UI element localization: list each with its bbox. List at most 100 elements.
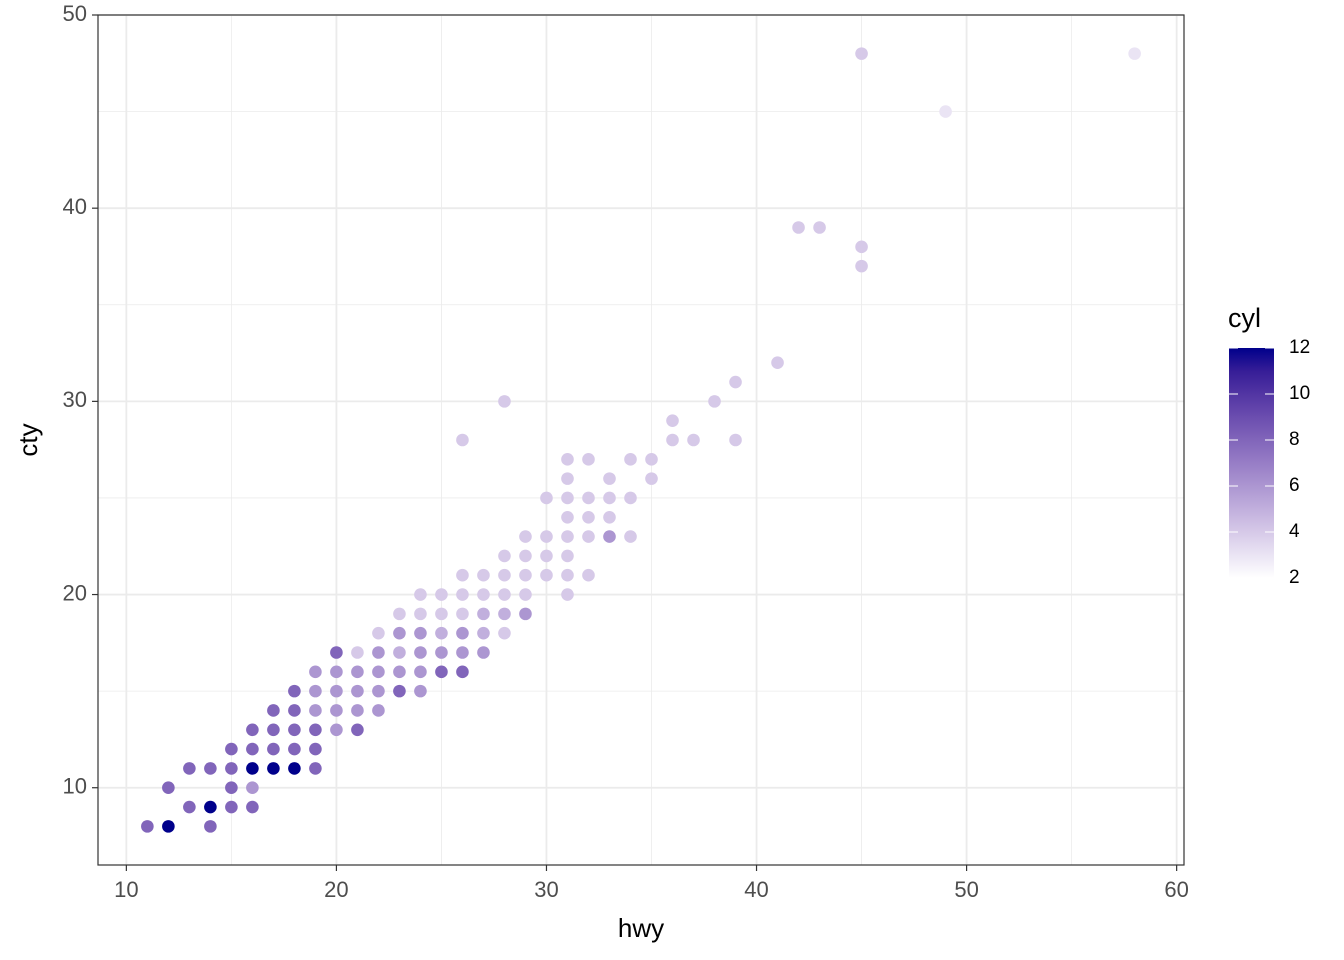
point (561, 530, 574, 543)
point (477, 646, 490, 659)
point (498, 568, 511, 582)
legend-label: 4 (1289, 521, 1300, 542)
point (645, 453, 658, 466)
point (351, 665, 364, 679)
point (456, 626, 469, 640)
point (498, 626, 511, 640)
colorbar (1229, 348, 1274, 578)
point (351, 684, 364, 698)
y-tick-label: 20 (63, 580, 87, 605)
point (1128, 47, 1141, 60)
legend-label: 2 (1289, 567, 1300, 588)
x-tick-label: 40 (744, 877, 768, 902)
point (855, 47, 868, 60)
point (246, 781, 259, 795)
y-tick-label: 10 (63, 774, 87, 799)
point (855, 259, 868, 273)
point (435, 588, 448, 601)
point (246, 762, 259, 775)
point (414, 607, 427, 621)
point (225, 781, 238, 795)
point (435, 646, 448, 659)
point (540, 491, 553, 505)
point (267, 723, 280, 737)
point (813, 221, 826, 234)
point (582, 510, 595, 524)
point (225, 742, 238, 756)
point (183, 762, 196, 775)
point (267, 762, 280, 775)
point (372, 684, 385, 698)
point (309, 684, 322, 698)
point (288, 742, 301, 756)
point (225, 800, 238, 814)
point (624, 453, 637, 466)
point (435, 626, 448, 640)
point (330, 646, 343, 659)
point (687, 433, 700, 447)
point (162, 820, 175, 833)
point (519, 530, 532, 543)
point (456, 568, 469, 582)
point (456, 588, 469, 601)
point (477, 588, 490, 601)
point (183, 800, 196, 814)
point (477, 607, 490, 621)
point (603, 472, 616, 485)
point (498, 588, 511, 601)
point (246, 723, 259, 737)
point (246, 800, 259, 814)
grid (98, 14, 1184, 865)
y-tick-label: 40 (63, 194, 87, 219)
point (666, 433, 679, 447)
point (519, 607, 532, 621)
point (330, 665, 343, 679)
point (288, 684, 301, 698)
point (225, 762, 238, 775)
point (435, 665, 448, 679)
point (309, 723, 322, 737)
x-tick-label: 50 (954, 877, 978, 902)
point (456, 607, 469, 621)
point (162, 781, 175, 795)
point (204, 762, 217, 775)
point (435, 607, 448, 621)
point (204, 820, 217, 833)
x-tick-label: 30 (534, 877, 558, 902)
point (309, 762, 322, 775)
point (246, 742, 259, 756)
point (561, 453, 574, 466)
point (414, 684, 427, 698)
point (330, 704, 343, 717)
point (372, 626, 385, 640)
point (603, 530, 616, 543)
y-axis-title: cty (13, 423, 43, 456)
point (792, 221, 805, 234)
legend-label: 8 (1289, 429, 1300, 450)
point (540, 530, 553, 543)
axes: 10 20 30 40 50 10 20 30 40 50 60 (63, 1, 1189, 902)
x-tick-label: 20 (324, 877, 348, 902)
point (414, 665, 427, 679)
point (498, 395, 511, 408)
point (582, 453, 595, 466)
point (519, 588, 532, 601)
point (372, 646, 385, 659)
point (624, 491, 637, 505)
point (561, 472, 574, 485)
point (771, 356, 784, 370)
point (309, 665, 322, 679)
point (204, 800, 217, 814)
legend-label: 12 (1289, 337, 1310, 358)
point (393, 626, 406, 640)
y-tick-label: 30 (63, 387, 87, 412)
x-tick-label: 10 (114, 877, 138, 902)
point (330, 684, 343, 698)
point (708, 395, 721, 408)
x-axis-title: hwy (618, 913, 664, 943)
point (393, 665, 406, 679)
point (393, 684, 406, 698)
legend: cyl 2 4 6 8 10 12 (1228, 303, 1310, 588)
point (498, 607, 511, 621)
